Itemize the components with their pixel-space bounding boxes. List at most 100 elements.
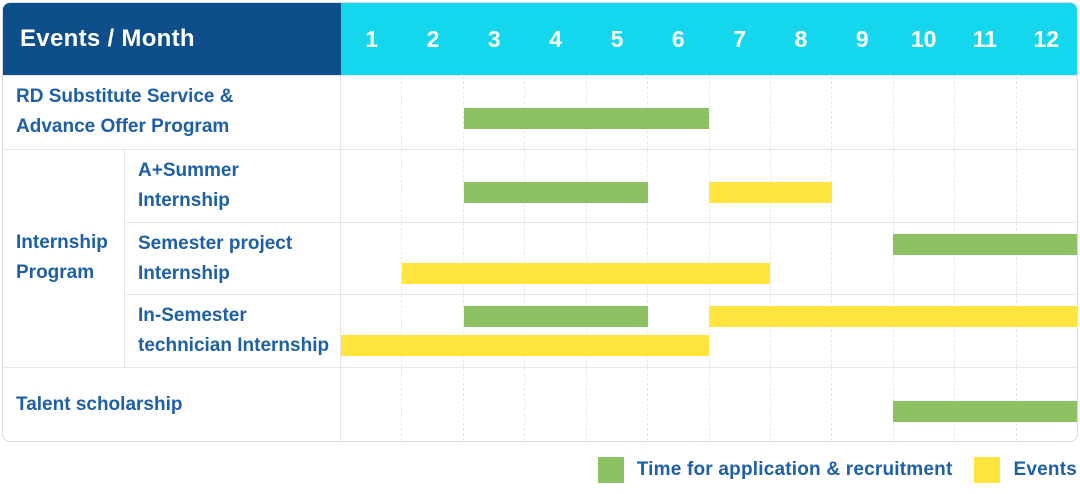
bars-layer xyxy=(341,223,1077,295)
month-cell-3 xyxy=(462,76,524,149)
month-cell-7 xyxy=(708,222,770,295)
month-cell-2 xyxy=(401,149,462,222)
month-cell-2 xyxy=(401,368,462,441)
month-cell-4 xyxy=(524,295,585,368)
month-cell-2 xyxy=(401,76,462,149)
month-header-9: 9 xyxy=(855,25,869,52)
month-cell-12 xyxy=(1015,222,1077,295)
label-line: Internship xyxy=(138,262,230,284)
table-row-in-semester-technician-internship: In-Semester technician Internship xyxy=(125,294,1077,368)
gantt-bar-green-m3-m6 xyxy=(463,108,709,130)
month-cell-7 xyxy=(708,368,770,441)
table-header-row: Events / Month 1 2 3 4 5 6 7 8 9 10 11 12 xyxy=(3,3,1077,75)
timeline-cells xyxy=(341,295,1077,368)
label-line: Semester project xyxy=(138,232,293,254)
legend-swatch-yellow xyxy=(974,457,1001,483)
month-cell-8 xyxy=(769,222,831,295)
row-label-rd-substitute-service-advance-offer-program: RD Substitute Service & Advance Offer Pro… xyxy=(3,76,341,149)
bar-line xyxy=(341,181,1077,203)
month-header-11: 11 xyxy=(972,25,998,52)
events-month-table: Events / Month 1 2 3 4 5 6 7 8 9 10 11 12 RD Substi… xyxy=(2,2,1078,442)
month-cell-12 xyxy=(1015,295,1077,368)
label-line: Internship xyxy=(138,189,230,211)
month-cell-2 xyxy=(401,222,462,295)
month-cell-9 xyxy=(831,76,892,149)
gantt-bar-green-m10-m12 xyxy=(893,400,1077,422)
gantt-bar-yellow-m7-m12 xyxy=(709,306,1077,328)
month-cell-4 xyxy=(524,368,585,441)
month-cell-11 xyxy=(954,222,1015,295)
month-header-6: 6 xyxy=(671,25,685,52)
month-cell-5 xyxy=(585,295,647,368)
month-cell-4 xyxy=(524,222,585,295)
month-cell-9 xyxy=(831,149,892,222)
month-cell-9 xyxy=(831,295,892,368)
table-body: RD Substitute Service & Advance Offer Pro… xyxy=(3,75,1077,441)
label-line: Talent scholarship xyxy=(16,393,183,415)
timeline-cells xyxy=(341,76,1077,149)
row-group-internship-program: Internship Program A+Summer Internship Semes… xyxy=(3,148,1077,368)
gantt-bar-yellow-m7-m8 xyxy=(709,181,832,203)
legend-label-green: Time for application & recruitment xyxy=(636,459,953,480)
bars-layer xyxy=(341,295,1077,367)
month-cell-3 xyxy=(462,295,524,368)
month-header-12: 12 xyxy=(1033,25,1060,52)
row-label-internship-program: Internship Program xyxy=(3,149,125,368)
label-line: In-Semester xyxy=(138,305,247,327)
month-cell-10 xyxy=(892,76,954,149)
gantt-bar-green-m3-m5 xyxy=(463,181,648,203)
gantt-bar-green-m10-m12 xyxy=(893,233,1077,255)
gantt-bar-green-m3-m5 xyxy=(463,306,648,328)
label-line: technician Internship xyxy=(138,335,330,357)
label-line: A+Summer xyxy=(138,159,239,181)
month-cell-7 xyxy=(708,295,770,368)
month-cell-5 xyxy=(585,222,647,295)
month-cell-9 xyxy=(831,368,892,441)
bar-line xyxy=(341,108,1077,130)
month-cell-10 xyxy=(892,222,954,295)
label-line: Advance Offer Program xyxy=(16,116,230,138)
month-cell-7 xyxy=(708,76,770,149)
month-cell-6 xyxy=(647,222,708,295)
month-header-2: 2 xyxy=(426,25,440,52)
row-label-in-semester-technician-internship: In-Semester technician Internship xyxy=(125,295,341,368)
legend-swatch-green xyxy=(597,457,624,483)
gantt-bar-yellow-m2-m7 xyxy=(402,262,771,284)
month-cell-11 xyxy=(954,149,1015,222)
month-cell-6 xyxy=(647,295,708,368)
bar-line xyxy=(341,335,1077,357)
month-cell-8 xyxy=(769,368,831,441)
month-header-3: 3 xyxy=(487,25,501,52)
month-cell-10 xyxy=(892,295,954,368)
bar-line xyxy=(341,262,1077,284)
month-cell-5 xyxy=(585,368,647,441)
month-cell-11 xyxy=(954,295,1015,368)
label-line: RD Substitute Service & xyxy=(16,86,234,108)
month-cell-10 xyxy=(892,149,954,222)
timeline-cells xyxy=(341,222,1077,295)
bar-line xyxy=(341,400,1077,422)
month-cell-11 xyxy=(954,76,1015,149)
table-row-a-summer-internship: A+Summer Internship xyxy=(125,149,1077,222)
timeline-cells xyxy=(341,368,1077,441)
month-cell-3 xyxy=(462,222,524,295)
label-line: Program xyxy=(16,262,95,284)
month-cell-2 xyxy=(401,295,462,368)
row-label-a-summer-internship: A+Summer Internship xyxy=(125,149,341,222)
legend-item-green: Time for application & recruitment xyxy=(597,457,953,483)
table-row-rd-substitute-service-advance-offer-program: RD Substitute Service & Advance Offer Pro… xyxy=(3,75,1077,149)
bar-line xyxy=(341,233,1077,255)
bars-layer xyxy=(341,368,1077,441)
month-header-1: 1 xyxy=(365,25,379,52)
month-cell-8 xyxy=(769,295,831,368)
gantt-bar-yellow-m1-m6 xyxy=(341,335,709,357)
month-cell-3 xyxy=(462,368,524,441)
header-title: Events / Month xyxy=(3,3,341,75)
month-cell-12 xyxy=(1015,149,1077,222)
row-label-talent-scholarship: Talent scholarship xyxy=(3,368,341,441)
label-line: Internship xyxy=(16,232,108,254)
table-row-talent-scholarship: Talent scholarship xyxy=(3,367,1077,441)
month-header-strip: 1 2 3 4 5 6 7 8 9 10 11 12 xyxy=(341,3,1077,75)
month-cell-9 xyxy=(831,222,892,295)
